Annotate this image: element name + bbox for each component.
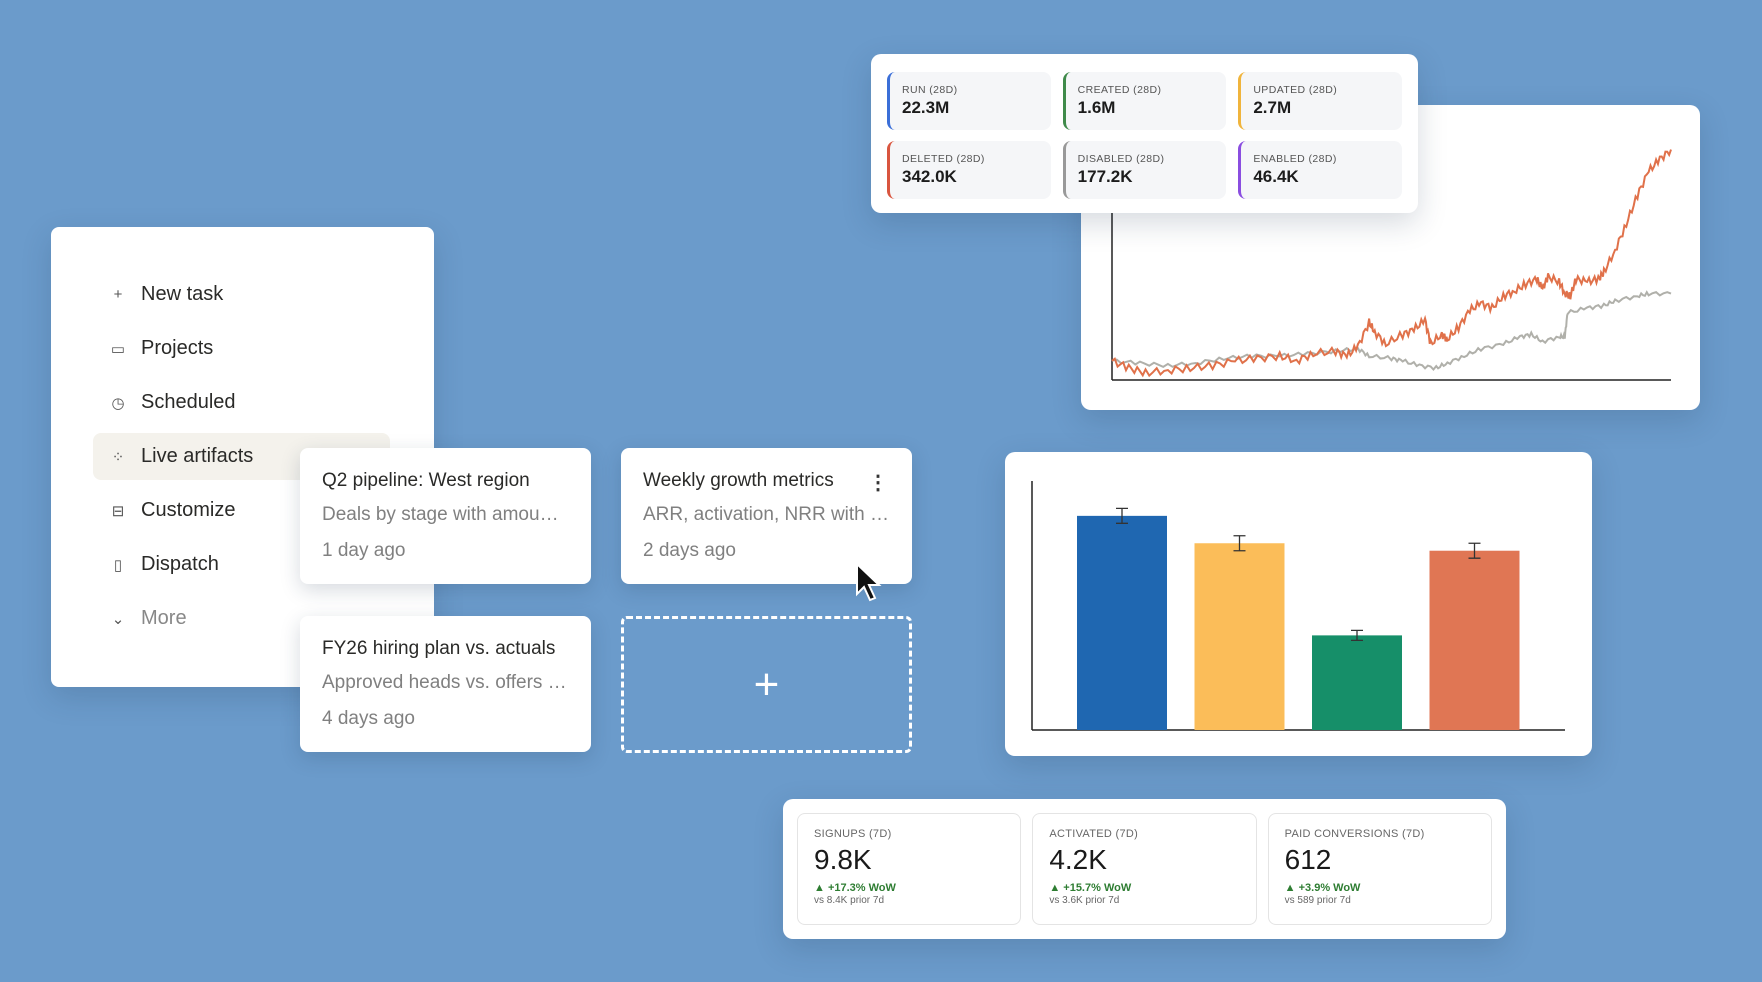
sidebar-item-dispatch[interactable]: ▯ Dispatch	[93, 541, 390, 588]
metric-value: 612	[1284, 844, 1332, 875]
sidebar-item-label: New task	[141, 283, 224, 305]
bar-chart-card	[1005, 452, 1592, 756]
sidebar-item-projects[interactable]: ▭ Projects	[93, 325, 390, 372]
toolbox-icon: ⊟	[111, 502, 125, 520]
stat-tile: CREATED (28D) 1.6M	[1062, 72, 1227, 130]
device-icon: ▯	[113, 556, 123, 574]
error-bar	[1468, 542, 1481, 559]
stats-panel: RUN (28D) 22.3M CREATED (28D) 1.6M UPDATED (…	[871, 54, 1418, 213]
metric-prior: vs 3.6K prior 7d	[1049, 895, 1120, 906]
folder-icon: ▭	[110, 340, 126, 358]
metric-label: SIGNUPS (7D)	[814, 828, 892, 840]
mouse-cursor-icon	[856, 562, 882, 602]
error-bar	[1351, 629, 1363, 642]
stat-tile: RUN (28D) 22.3M	[887, 72, 1051, 130]
sidebar-item-label: Customize	[141, 499, 236, 521]
sidebar-item-label: More	[141, 607, 187, 629]
metric-change: ▲ +17.3% WoW	[814, 882, 896, 894]
sidebar-item-label: Dispatch	[141, 553, 219, 575]
plus-icon: +	[113, 286, 123, 303]
stat-label: RUN (28D)	[902, 84, 958, 96]
artifact-card[interactable]: Weekly growth metrics ARR, activation, NR…	[621, 448, 912, 584]
sidebar-item-scheduled[interactable]: ◷ Scheduled	[93, 379, 390, 426]
artifact-description: ARR, activation, NRR with trends	[643, 504, 890, 525]
stat-label: DISABLED (28D)	[1077, 153, 1165, 165]
sidebar-item-more[interactable]: ⌄ More	[93, 595, 390, 642]
line-chart	[1111, 140, 1672, 381]
more-options-icon[interactable]: ⋮	[868, 472, 888, 494]
add-artifact-button[interactable]: +	[621, 616, 912, 753]
bar-chart	[1031, 481, 1565, 731]
stat-value: 177.2K	[1077, 167, 1133, 186]
stat-value: 46.4K	[1253, 167, 1299, 186]
stat-value: 342.0K	[902, 167, 957, 186]
plus-icon: +	[753, 659, 780, 709]
clock-icon: ◷	[111, 394, 125, 412]
stat-label: CREATED (28D)	[1077, 84, 1162, 96]
metric-tile: SIGNUPS (7D) 9.8K ▲ +17.3% WoW vs 8.4K prio…	[797, 813, 1022, 925]
artifact-age: 2 days ago	[643, 540, 736, 561]
sidebar-item-customize[interactable]: ⊟ Customize	[93, 487, 390, 534]
metric-value: 4.2K	[1049, 844, 1107, 875]
stat-value: 1.6M	[1077, 98, 1116, 117]
artifact-card[interactable]: Q2 pipeline: West region Deals by stage w…	[300, 448, 591, 584]
metric-label: PAID CONVERSIONS (7D)	[1284, 828, 1425, 840]
chevron-down-icon: ⌄	[111, 610, 125, 628]
artifact-card[interactable]: FY26 hiring plan vs. actuals Approved hea…	[300, 616, 591, 752]
metric-change: ▲ +3.9% WoW	[1284, 882, 1361, 894]
sidebar-item-label: Live artifacts	[141, 445, 254, 467]
sidebar-item-label: Projects	[141, 337, 214, 359]
artifact-description: Deals by stage with amounts per rep	[322, 504, 569, 525]
artifact-title: Q2 pipeline: West region	[322, 470, 530, 491]
stat-label: DELETED (28D)	[902, 153, 985, 165]
bar-B	[1194, 543, 1285, 730]
bar-D	[1429, 550, 1520, 730]
artifact-title: FY26 hiring plan vs. actuals	[322, 638, 556, 659]
stat-label: UPDATED (28D)	[1253, 84, 1338, 96]
stat-value: 2.7M	[1253, 98, 1292, 117]
artifact-age: 4 days ago	[322, 708, 415, 729]
artifact-description: Approved heads vs. offers accepted	[322, 672, 569, 693]
stat-tile: UPDATED (28D) 2.7M	[1238, 72, 1402, 130]
artifacts-icon: ⁘	[111, 448, 125, 466]
metric-prior: vs 8.4K prior 7d	[814, 895, 885, 906]
metrics-panel: SIGNUPS (7D) 9.8K ▲ +17.3% WoW vs 8.4K prio…	[783, 799, 1506, 939]
stat-tile: DELETED (28D) 342.0K	[887, 141, 1051, 199]
stat-tile: ENABLED (28D) 46.4K	[1238, 141, 1402, 199]
sidebar-item-label: Scheduled	[141, 391, 236, 413]
metric-label: ACTIVATED (7D)	[1049, 828, 1139, 840]
bar-A	[1077, 515, 1167, 730]
sidebar-item-new-task[interactable]: + New task	[93, 271, 390, 318]
metric-value: 9.8K	[814, 844, 872, 875]
line-series-orange	[1111, 149, 1672, 378]
metric-tile: ACTIVATED (7D) 4.2K ▲ +15.7% WoW vs 3.6K pr…	[1032, 813, 1257, 925]
line-series-gray	[1111, 290, 1672, 372]
artifact-age: 1 day ago	[322, 540, 406, 561]
error-bar	[1233, 535, 1246, 552]
metric-change: ▲ +15.7% WoW	[1049, 882, 1132, 894]
error-bar	[1116, 507, 1128, 524]
stat-value: 22.3M	[902, 98, 950, 117]
bar-C	[1312, 635, 1402, 730]
metric-tile: PAID CONVERSIONS (7D) 612 ▲ +3.9% WoW vs 58…	[1267, 813, 1492, 925]
stat-label: ENABLED (28D)	[1253, 153, 1337, 165]
artifact-title: Weekly growth metrics	[643, 470, 834, 491]
metric-prior: vs 589 prior 7d	[1284, 895, 1351, 906]
stat-tile: DISABLED (28D) 177.2K	[1062, 141, 1227, 199]
sidebar-item-live-artifacts[interactable]: ⁘ Live artifacts	[93, 433, 390, 480]
